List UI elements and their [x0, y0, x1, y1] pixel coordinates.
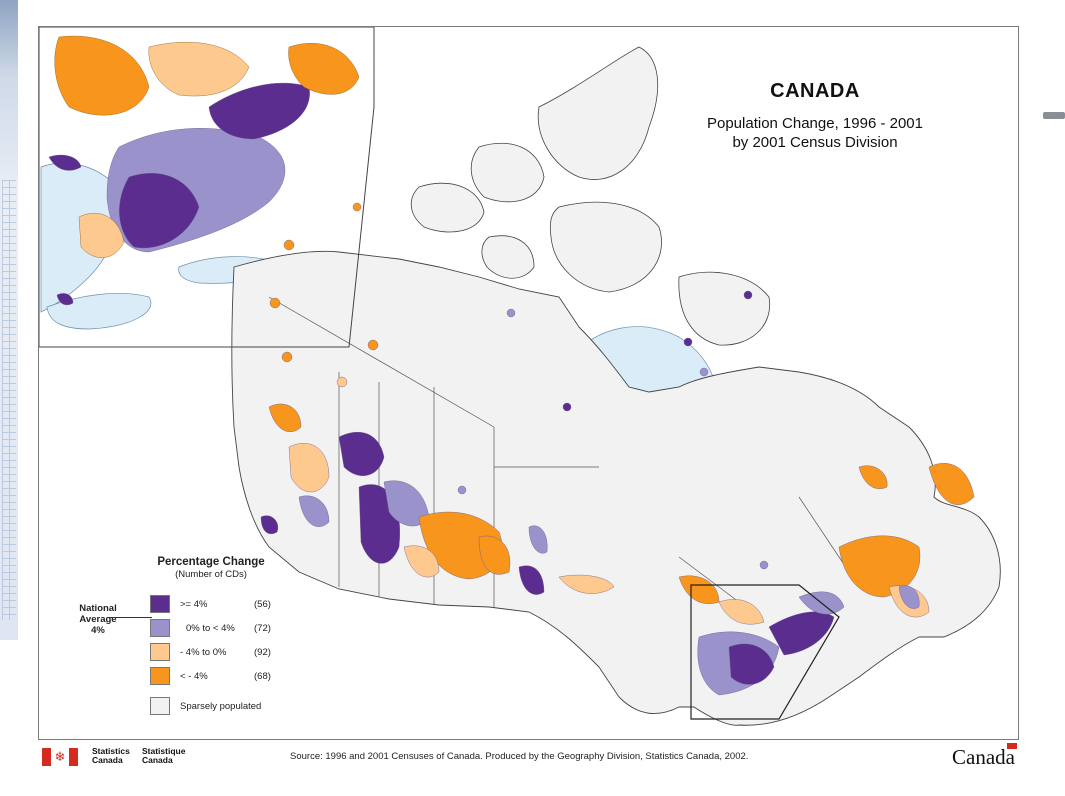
arctic-islands — [410, 46, 771, 346]
census-division-patches — [260, 202, 975, 696]
canada-mainland — [231, 250, 1001, 726]
legend-count: (68) — [254, 670, 271, 682]
legend-swatch-mid — [150, 619, 170, 637]
agency-fr-line2: Canada — [142, 755, 173, 765]
national-average-note: National Average 4% — [70, 603, 126, 636]
agency-name-fr: Statistique Canada — [142, 747, 185, 765]
legend-label: < - 4% — [180, 670, 208, 682]
legend-count: (72) — [254, 622, 271, 634]
legend: Percentage Change (Number of CDs) >= 4% … — [136, 556, 286, 715]
legend-item-sparse: Sparsely populated — [150, 697, 261, 715]
footer: ❄ Statistics Canada Statistique Canada S… — [38, 743, 1019, 772]
legend-count: (56) — [254, 598, 271, 610]
legend-label: - 4% to 0% — [180, 646, 227, 658]
agency-fr-line1: Statistique — [142, 746, 186, 756]
national-average-line1: National — [79, 603, 117, 614]
canada-wordmark-text: Canada — [952, 745, 1015, 769]
national-average-line3: 4% — [91, 625, 105, 636]
agency-en-line1: Statistics — [92, 746, 130, 756]
map-title-block: CANADA Population Change, 1996 - 2001 by… — [650, 80, 980, 151]
agency-en-line2: Canada — [92, 755, 123, 765]
legend-swatch-sparse — [150, 697, 170, 715]
canada-flag-icon: ❄ — [42, 748, 78, 766]
legend-item-high: >= 4% (56) — [150, 595, 271, 613]
national-average-line2: Average — [79, 614, 117, 625]
legend-count: (92) — [254, 646, 271, 658]
legend-item-lowneg: - 4% to 0% (92) — [150, 643, 271, 661]
legend-heading: Percentage Change — [157, 556, 265, 568]
legend-label: 0% to < 4% — [186, 622, 235, 634]
map-title: CANADA — [770, 80, 860, 102]
inset-southern-ontario-quebec — [39, 27, 375, 348]
legend-item-mid: 0% to < 4% (72) — [150, 619, 271, 637]
map-subtitle-line1: Population Change, 1996 - 2001 — [706, 115, 923, 132]
legend-label: Sparsely populated — [180, 700, 262, 712]
inset-locator-box — [690, 584, 840, 720]
agency-name-en: Statistics Canada — [92, 747, 130, 765]
map-frame — [38, 26, 1019, 740]
slide-edge-decoration — [0, 0, 18, 640]
legend-label: >= 4% — [180, 598, 208, 610]
map-subtitle-line2: by 2001 Census Division — [732, 134, 898, 151]
source-note: Source: 1996 and 2001 Censuses of Canada… — [290, 751, 749, 762]
legend-swatch-neg — [150, 667, 170, 685]
legend-swatch-lowneg — [150, 643, 170, 661]
slide-edge-bar — [1043, 112, 1065, 119]
canada-wordmark: Canada — [952, 743, 1017, 770]
legend-subheading: (Number of CDs) — [175, 569, 247, 580]
legend-item-neg: < - 4% (68) — [150, 667, 271, 685]
legend-swatch-high — [150, 595, 170, 613]
canada-map — [39, 27, 1001, 726]
national-average-pointer — [108, 617, 152, 618]
